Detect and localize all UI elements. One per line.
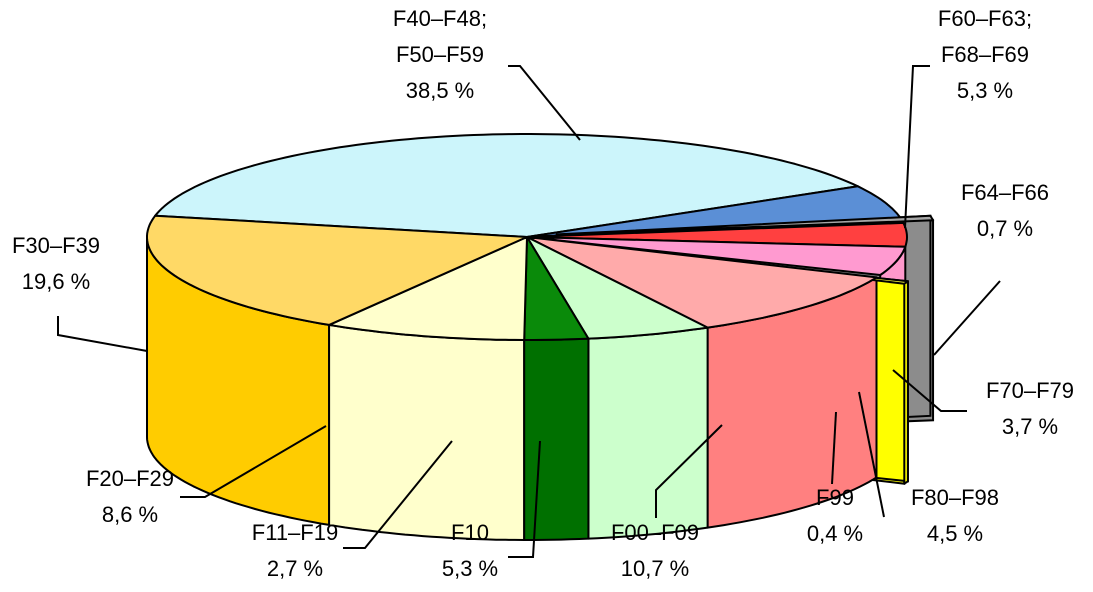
data-label-value: 5,3 % bbox=[442, 556, 498, 581]
data-label-f10: F10 5,3 % bbox=[442, 520, 498, 581]
data-label-category: F40–F48; bbox=[393, 6, 487, 31]
slice-f60-f63-f68-f69 bbox=[526, 185, 902, 238]
data-label-category: F64–F66 bbox=[961, 180, 1049, 205]
data-label-f00-f09: F00–F09 10,7 % bbox=[611, 520, 699, 581]
data-label-value: 2,7 % bbox=[267, 556, 323, 581]
data-label-category: F20–F29 bbox=[86, 466, 174, 491]
data-label-category: F11–F19 bbox=[252, 520, 338, 545]
data-label-value: 10,7 % bbox=[621, 556, 690, 581]
data-label-f64-f66: F64–F66 0,7 % bbox=[961, 180, 1049, 241]
leader-line-f40-f48-f50-f59 bbox=[508, 65, 581, 141]
slice-side-f10 bbox=[587, 326, 709, 540]
leader-line-f20-f29 bbox=[180, 425, 327, 498]
slice-f00-f09 bbox=[526, 236, 878, 329]
data-labels: F40–F48; F50–F59 38,5 % F60–F63; F68–F69 5,3 … bbox=[12, 6, 1074, 581]
data-label-category: F10 bbox=[451, 520, 489, 545]
data-label-category: F00–F09 bbox=[611, 520, 699, 545]
data-label-category: F30–F39 bbox=[12, 233, 100, 258]
slice-f40-f48-f50-f59 bbox=[154, 133, 859, 238]
data-label-f60-f63-f68-f69: F60–F63; F68–F69 5,3 % bbox=[938, 6, 1032, 103]
leader-lines bbox=[57, 65, 1001, 558]
slice-f30-f39 bbox=[146, 214, 528, 326]
slice-wall-f11-f19 bbox=[523, 337, 590, 541]
slice-f10 bbox=[526, 236, 709, 340]
data-label-value: 4,5 % bbox=[927, 521, 983, 546]
data-label-category: F68–F69 bbox=[941, 42, 1029, 67]
leader-line-f10 bbox=[508, 440, 541, 558]
slice-f20-f29 bbox=[328, 236, 528, 341]
slice-f64-f66 bbox=[555, 214, 935, 236]
data-label-category: F50–F59 bbox=[396, 42, 484, 67]
data-label-category: F70–F79 bbox=[986, 378, 1074, 403]
leader-line-f99 bbox=[831, 411, 837, 485]
data-label-category: F99 bbox=[816, 485, 854, 510]
slice-f80-f98 bbox=[526, 236, 907, 276]
leader-line-f80-f98 bbox=[858, 391, 885, 518]
data-label-f99: F99 0,4 % bbox=[807, 485, 863, 546]
data-label-value: 5,3 % bbox=[957, 78, 1013, 103]
slice-side-f11-f19 bbox=[523, 337, 590, 541]
slice-f11-f19 bbox=[523, 236, 590, 341]
leader-line-f11-f19 bbox=[343, 440, 453, 549]
data-label-category: F80–F98 bbox=[911, 485, 999, 510]
data-label-value: 38,5 % bbox=[406, 78, 475, 103]
leader-line-f30-f39 bbox=[57, 316, 148, 352]
data-label-value: 0,4 % bbox=[807, 521, 863, 546]
leader-line-f60-f63-f68-f69 bbox=[904, 65, 930, 229]
slice-wall-f20-f29 bbox=[328, 323, 526, 541]
leader-line-f00-f09 bbox=[655, 424, 723, 518]
data-label-value: 0,7 % bbox=[977, 216, 1033, 241]
slice-side-f20-f29 bbox=[328, 323, 526, 541]
data-label-value: 19,6 % bbox=[22, 269, 91, 294]
pie-tops bbox=[146, 133, 935, 341]
data-label-f70-f79: F70–F79 3,7 % bbox=[986, 378, 1074, 439]
data-label-f40-f48-f50-f59: F40–F48; F50–F59 38,5 % bbox=[393, 6, 487, 103]
data-label-value: 8,6 % bbox=[102, 502, 158, 527]
data-label-f80-f98: F80–F98 4,5 % bbox=[911, 485, 999, 546]
data-label-value: 3,7 % bbox=[1002, 414, 1058, 439]
data-label-category: F60–F63; bbox=[938, 6, 1032, 31]
data-label-f20-f29: F20–F29 8,6 % bbox=[86, 466, 174, 527]
leader-line-f70-f79 bbox=[892, 369, 967, 412]
leader-line-f64-f66 bbox=[933, 280, 1001, 356]
data-label-f30-f39: F30–F39 19,6 % bbox=[12, 233, 100, 294]
data-label-f11-f19: F11–F19 2,7 % bbox=[252, 520, 338, 581]
slice-wall-f10 bbox=[587, 326, 709, 540]
